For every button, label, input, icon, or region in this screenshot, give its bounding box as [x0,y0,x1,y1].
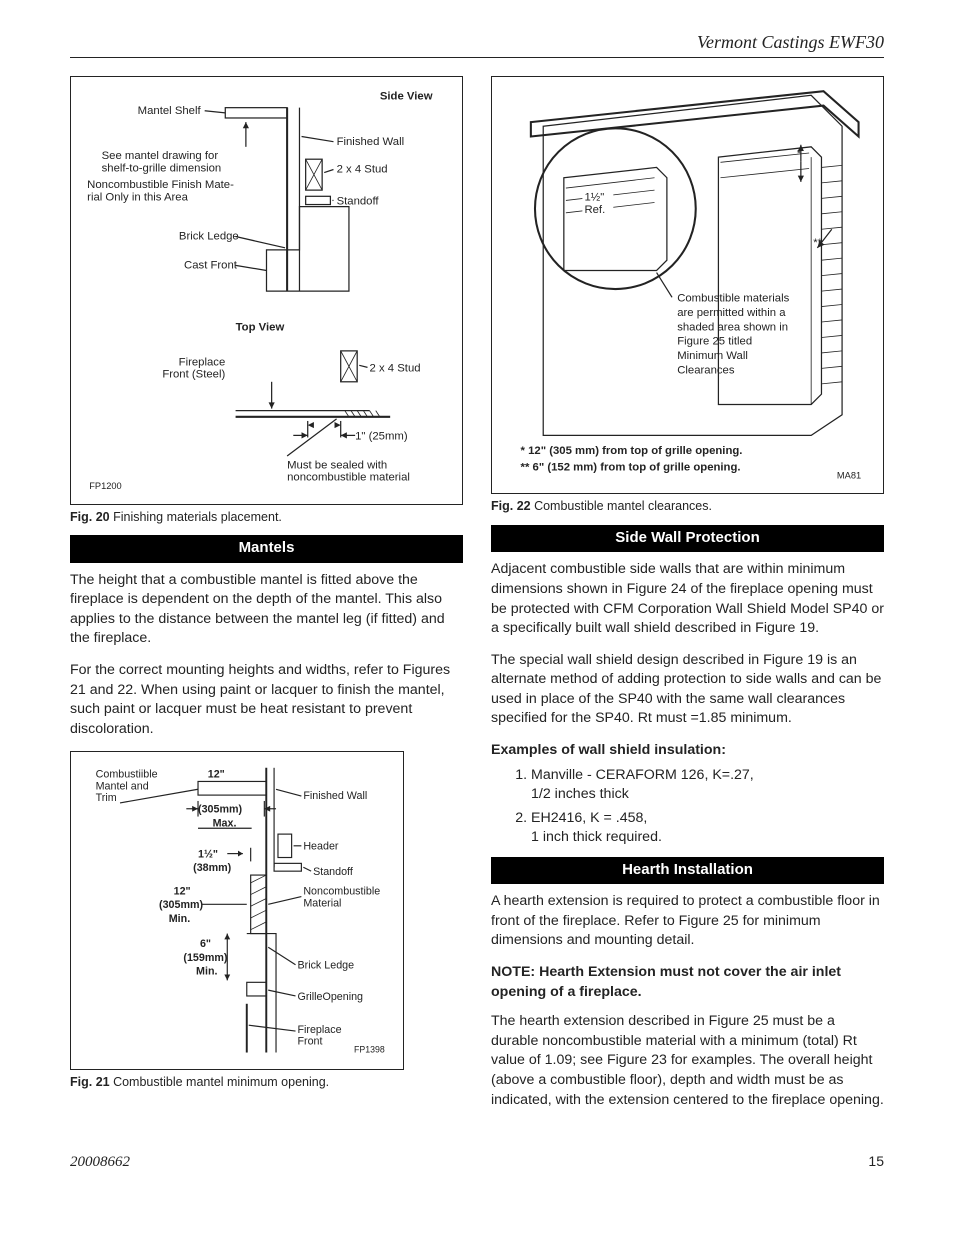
fig21-caption: Fig. 21 Combustible mantel minimum openi… [70,1074,463,1091]
figure-21-svg: Combustiible Mantel and Trim 12" (305mm)… [81,760,393,1062]
fig22-caption-text: Combustible mantel clearances. [534,499,712,513]
f21-15: 1½" [198,849,218,861]
mantels-bar: Mantels [70,535,463,562]
right-column: 1½" Ref. * ** Combustible materials are … [491,76,884,1122]
f22-ref1: 1½" [584,192,604,204]
example-2: EH2416, K = .458, 1 inch thick required. [531,809,884,847]
figure-20-svg: Side View Mantel Shelf See mantel drawin… [81,85,452,497]
f21-header: Header [303,841,339,853]
page-footer: 20008662 15 [70,1152,884,1172]
figure-22-box: 1½" Ref. * ** Combustible materials are … [491,76,884,494]
f21-nc-2: Material [303,898,341,910]
left-column: Side View Mantel Shelf See mantel drawin… [70,76,463,1122]
f21-15mm: (38mm) [193,863,232,875]
fig20-fpfront-1: Fireplace [179,357,226,369]
fig20-standoff: Standoff [337,196,380,208]
f22-c3: shaded area shown in [677,322,788,334]
fig20-caption-num: Fig. 20 [70,510,110,524]
f22-code: MA81 [837,471,861,481]
f22-c1: Combustible materials [677,293,789,305]
f22-c6: Clearances [677,365,735,377]
fig20-see-mantel-2: shelf-to-grille dimension [102,163,222,175]
f21-fp1: Fireplace [297,1024,341,1036]
fig20-mantel-shelf: Mantel Shelf [138,105,202,117]
fig22-caption-num: Fig. 22 [491,499,531,513]
f21-6mm: (159mm) [183,952,228,964]
footer-doc-number: 20008662 [70,1152,130,1172]
fig20-noncomb-2: rial Only in this Area [87,192,188,204]
fig20-stud: 2 x 4 Stud [337,164,388,176]
f21-6: 6" [200,939,211,951]
fig21-caption-num: Fig. 21 [70,1075,110,1089]
sidewall-p1: Adjacent combustible side walls that are… [491,560,884,638]
f21-standoff: Standoff [313,866,353,878]
f22-note2: ** 6" (152 mm) from top of grille openin… [521,462,741,474]
f21-min2: Min. [196,966,217,978]
sidewall-examples: Manville - CERAFORM 126, K=.27, 1/2 inch… [531,766,884,847]
f22-ref2: Ref. [584,204,605,216]
fig20-caption-text: Finishing materials placement. [113,510,282,524]
f21-code: FP1398 [354,1045,385,1055]
fig20-noncomb-1: Noncombustible Finish Mate- [87,179,234,191]
fig20-see-mantel-1: See mantel drawing for [102,150,219,162]
f21-comb-1: Combustiible [96,769,158,781]
fig20-stud-2: 2 x 4 Stud [370,363,421,375]
f22-c2: are permitted within a [677,307,786,319]
hearth-bar: Hearth Installation [491,857,884,884]
fig20-sealed-1: Must be sealed with [287,460,387,472]
sidewall-ex-title: Examples of wall shield insulation: [491,741,884,760]
sidewall-bar: Side Wall Protection [491,525,884,552]
fig20-fpfront-2: Front (Steel) [162,369,225,381]
fig20-cast-front: Cast Front [184,260,238,272]
f21-nc-1: Noncombustible [303,886,380,898]
fig22-caption: Fig. 22 Combustible mantel clearances. [491,498,884,515]
figure-21-box: Combustiible Mantel and Trim 12" (305mm)… [70,751,404,1069]
figure-20-box: Side View Mantel Shelf See mantel drawin… [70,76,463,504]
f21-comb-2: Mantel and [96,781,149,793]
sidewall-p2: The special wall shield design described… [491,651,884,729]
fig20-one-inch: 1" (25mm) [355,431,408,443]
f21-12b: 12" [174,886,191,898]
f21-12mm-a: (305mm) [198,804,243,816]
hearth-p1: A hearth extension is required to protec… [491,892,884,951]
f22-note1: * 12" (305 mm) from top of grille openin… [521,445,743,457]
f21-grille: GrilleOpening [297,991,363,1003]
f21-finwall: Finished Wall [303,790,367,802]
mantels-p2: For the correct mounting heights and wid… [70,661,463,739]
f21-max: Max. [213,818,237,830]
f21-comb-3: Trim [96,792,117,804]
fig20-caption: Fig. 20 Finishing materials placement. [70,509,463,526]
f21-fp2: Front [297,1036,322,1048]
f22-c4: Figure 25 titled [677,336,752,348]
mantels-p1: The height that a combustible mantel is … [70,571,463,649]
fig20-sealed-2: noncombustible material [287,472,410,484]
f21-12a: 12" [208,769,225,781]
fig21-caption-text: Combustible mantel minimum opening. [113,1075,329,1089]
fig20-side-view-label: Side View [380,91,433,103]
f21-min1: Min. [169,913,190,925]
footer-page-number: 15 [868,1152,884,1172]
hearth-p2: The hearth extension described in Figure… [491,1012,884,1110]
two-column-layout: Side View Mantel Shelf See mantel drawin… [70,76,884,1122]
figure-22-svg: 1½" Ref. * ** Combustible materials are … [502,85,873,487]
example-1: Manville - CERAFORM 126, K=.27, 1/2 inch… [531,766,884,804]
fig20-code: FP1200 [89,481,121,491]
fig20-finished-wall: Finished Wall [337,136,405,148]
fig20-top-view-label: Top View [236,322,285,334]
page-header: Vermont Castings EWF30 [70,30,884,58]
f22-c5: Minimum Wall [677,350,748,362]
fig20-brick-ledge: Brick Ledge [179,231,239,243]
hearth-note: NOTE: Hearth Extension must not cover th… [491,963,884,1002]
f21-brick: Brick Ledge [297,960,354,972]
f21-12mmb: (305mm) [159,900,204,912]
